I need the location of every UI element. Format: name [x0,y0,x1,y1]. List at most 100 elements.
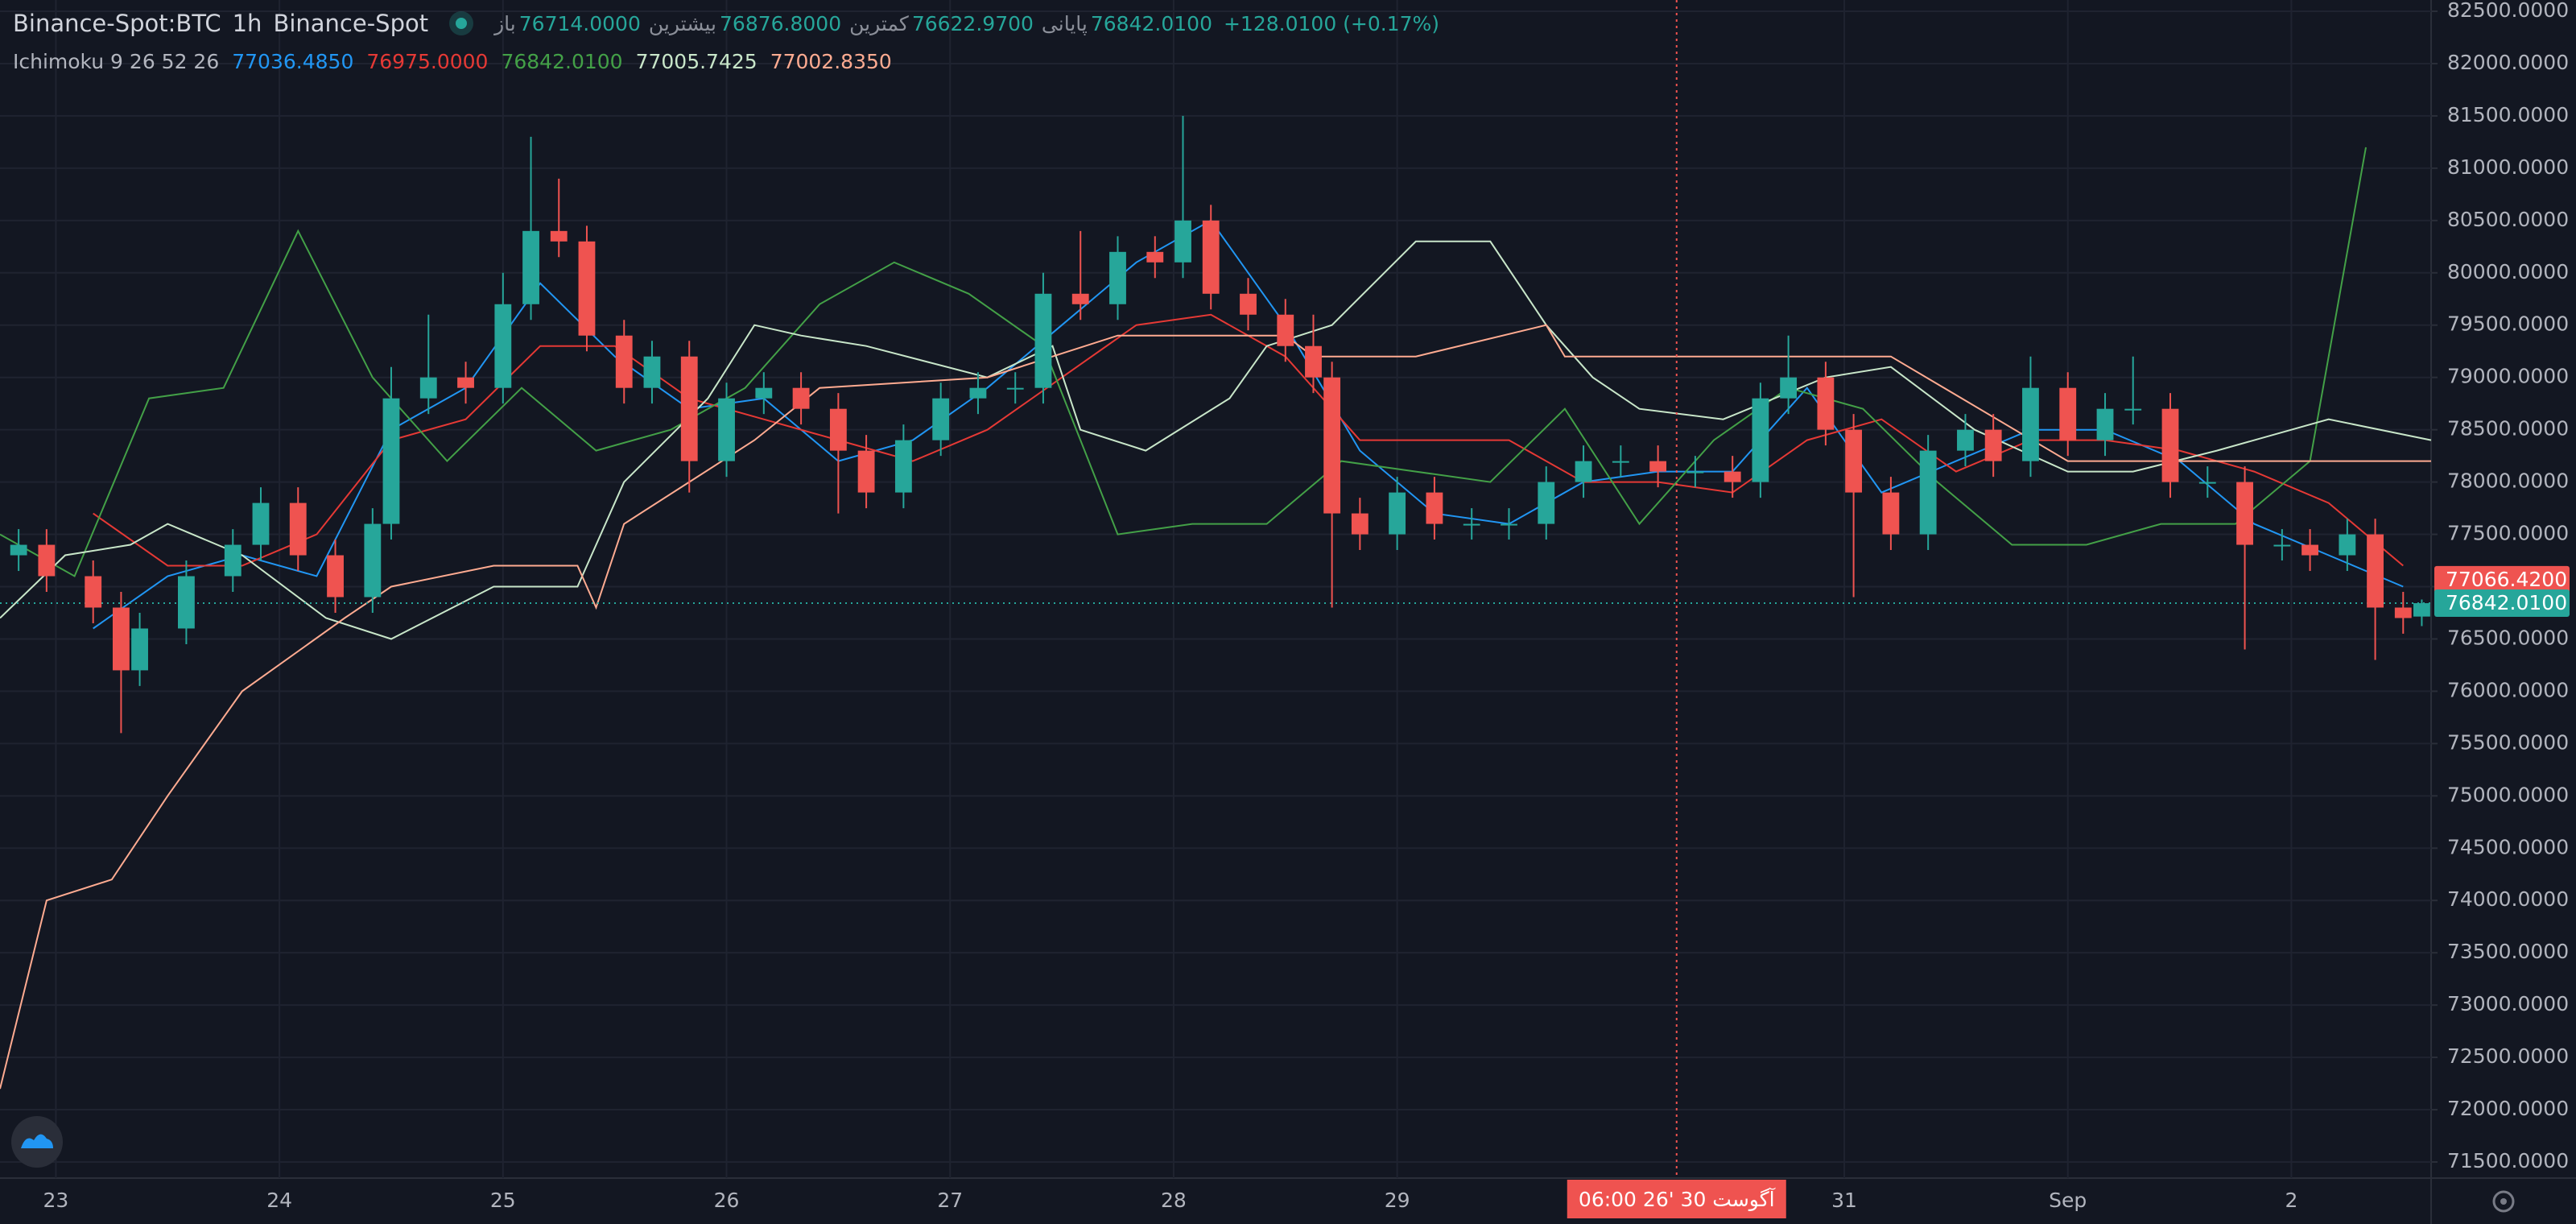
candle-body [643,356,661,388]
price-marker [2434,565,2570,593]
candle-body [1202,220,1220,294]
candle-body [1724,471,1741,482]
y-tick-label: 78500.0000 [2447,417,2569,440]
candle-body [615,335,633,388]
candle-body [550,230,568,242]
candle-body [364,523,382,598]
x-tick-label: 2 [2285,1189,2297,1212]
candle-body [1109,251,1126,304]
candle-body [2096,408,2114,440]
y-tick-label: 74000.0000 [2447,887,2569,911]
candle-body [894,440,912,493]
y-tick-label: 77500.0000 [2447,522,2569,545]
candle-body [1780,377,1798,399]
indicator-name[interactable]: Ichimoku 9 26 52 26 [13,50,220,73]
x-tick-label: 26 [714,1189,740,1212]
gear[interactable] [2492,1190,2515,1213]
ohlc-name: بیشترین [648,11,717,35]
ohlc-name: باز [494,11,516,35]
y-tick-label: 82500.0000 [2447,0,2569,22]
y-tick-label: 80000.0000 [2447,260,2569,283]
x-tick-label: Sep [2049,1189,2087,1212]
y-tick-label: 71500.0000 [2447,1149,2569,1172]
candle-body [10,544,27,556]
ohlc-value: 76714.0000 [518,11,641,35]
gear-center [2500,1198,2507,1205]
indicator-value: 77002.8350 [770,50,892,73]
candle-body [2236,482,2253,545]
candle-body [1174,220,1191,263]
indicator-value: 77036.4850 [232,50,354,73]
indicator-value: 76842.0100 [501,50,623,73]
ohlc-name: پایانی [1041,11,1088,35]
status-dot [449,11,474,35]
candle-body [2367,534,2384,608]
candle-body [1426,492,1443,524]
y-tick-label: 72000.0000 [2447,1097,2569,1120]
x-tick-label: 28 [1161,1189,1187,1212]
exchange: Binance-Spot [273,10,429,37]
candle-body [1649,461,1667,472]
candle-body [1305,345,1322,378]
ohlc-item: پایانی 76842.0100 [1042,12,1212,35]
axes: 71500.0000 72000.0000 72500.0000 73000.0000… [43,0,2570,1218]
candle-body [1071,293,1089,304]
candle-body [2273,544,2291,547]
candle-body [419,377,437,399]
candle-body [252,502,270,545]
candle-body [1612,461,1629,463]
candle-body [718,398,735,461]
candle-body [1323,377,1341,514]
candle-body [457,377,474,388]
y-tick-label: 81000.0000 [2447,155,2569,179]
candle-body [680,356,698,461]
settings-icon[interactable] [2492,1190,2515,1213]
x-tick-label: 27 [937,1189,963,1212]
candle-body [1845,429,1863,493]
y-tick-label: 75500.0000 [2447,730,2569,754]
price-marker-label: 76842.0100 [2446,591,2567,614]
y-tick-label: 74500.0000 [2447,835,2569,858]
candle-body [224,544,242,577]
logo-mark [21,1134,53,1148]
symbol[interactable]: Binance-Spot:BTC [13,10,221,37]
change: +128.0100 (+0.17%) [1223,11,1440,35]
candle-body [1957,429,1974,451]
candle-body [131,628,148,671]
logo[interactable] [11,1116,63,1168]
candle-body [1752,398,1769,482]
candle-body [829,408,847,451]
ohlc-value: 76622.9700 [911,11,1034,35]
candle-body [969,387,987,399]
y-tick-label: 79000.0000 [2447,365,2569,388]
y-tick-label: 81500.0000 [2447,103,2569,126]
indicator-value: 76975.0000 [366,50,489,73]
y-tick-label: 73000.0000 [2447,992,2569,1015]
ohlc-legend: باز 76714.0000 بیشترین 76876.8000 کمترین 7662… [494,12,1212,35]
candle-body [578,241,596,336]
candle-body [2124,408,2142,411]
indicator-line [93,219,2404,630]
candle-body [2198,482,2216,484]
candle-body [1351,513,1368,535]
indicator-line [0,240,2432,640]
candle-body [2161,408,2179,482]
candle-body [1240,293,1257,315]
crosshair-label: 06:00 26' آگوست 30 [1579,1187,1776,1211]
x-tick-label: 29 [1385,1189,1410,1212]
candle-body [85,576,102,608]
candle-body [2022,387,2039,461]
candle-body [289,502,307,556]
y-tick-label: 72500.0000 [2447,1044,2569,1068]
ohlc-item: بیشترین 76876.8000 [649,12,841,35]
grid [0,0,2431,1178]
candle-body [2301,544,2318,556]
indicator-values: 77036.4850 76975.0000 76842.0100 77005.7425… [232,50,892,73]
y-tick-label: 75000.0000 [2447,783,2569,806]
interval[interactable]: 1h [232,10,262,37]
candle-body [1575,461,1592,482]
ohlc-item: باز 76714.0000 [494,12,641,35]
candle-body [2394,607,2412,618]
